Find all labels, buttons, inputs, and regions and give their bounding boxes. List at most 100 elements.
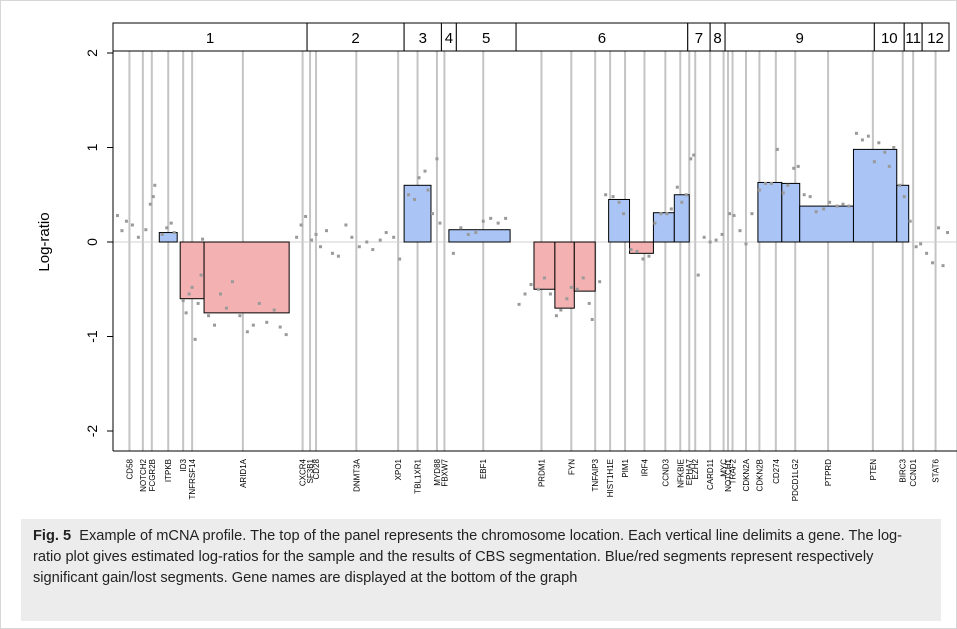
gene-label: IRF4 (640, 458, 649, 476)
data-point (728, 212, 732, 216)
data-point (696, 273, 700, 277)
data-point (489, 216, 493, 220)
gene-label: CCND1 (909, 458, 918, 486)
gene-label: TNFRSF14 (188, 458, 197, 499)
data-point (769, 181, 773, 185)
gene-label: ARID1A (239, 458, 248, 488)
segment-bar (179, 241, 205, 300)
gene-label: HIST1H1E (606, 459, 615, 497)
data-point (398, 257, 402, 261)
data-point (604, 193, 608, 197)
data-point (617, 200, 621, 204)
y-tick-label: 2 (84, 49, 100, 57)
data-point (165, 226, 169, 230)
data-point (814, 210, 818, 214)
data-point (392, 235, 396, 239)
data-point (937, 226, 941, 230)
data-point (841, 202, 845, 206)
data-point (284, 333, 288, 337)
data-point (877, 141, 881, 145)
data-point (344, 223, 348, 227)
segment-bar (573, 241, 596, 292)
data-point (598, 280, 602, 284)
data-point (193, 337, 197, 341)
data-point (781, 191, 785, 195)
data-point (481, 219, 485, 223)
gene-label: BIRC3 (899, 458, 908, 482)
data-point (559, 308, 563, 312)
segment-bar (629, 241, 654, 254)
data-point (474, 231, 478, 235)
data-point (548, 292, 552, 296)
gene-label: TRAF2 (729, 458, 738, 484)
data-point (883, 150, 887, 154)
data-point (902, 195, 906, 199)
segment-bar (448, 229, 511, 243)
data-point (786, 183, 790, 187)
segment-bar (799, 205, 854, 243)
chromosome-label: 4 (445, 30, 453, 47)
data-point (245, 330, 249, 334)
data-point (384, 231, 388, 235)
data-point (435, 157, 439, 161)
data-point (430, 212, 434, 216)
data-point (796, 164, 800, 168)
data-point (181, 299, 185, 303)
data-point (822, 207, 826, 211)
gene-label: TBL1XR1 (414, 458, 423, 493)
gene-label: ITPKB (164, 459, 173, 482)
data-point (224, 306, 228, 310)
gene-label: FCGR2B (148, 459, 157, 491)
gene-label: PRDM1 (537, 458, 546, 487)
data-point (659, 212, 663, 216)
data-point (365, 240, 369, 244)
segment-bar (852, 148, 898, 243)
gene-labels: CD58 NOTCH2 FCGR2B ITPKB ID3 TNFRSF14 ARID1A CX… (125, 458, 940, 501)
gene-label: STAT6 (932, 458, 941, 482)
data-point (144, 228, 148, 232)
data-point (775, 147, 779, 151)
gene-label: NOTCH1 (724, 458, 733, 491)
data-point (265, 320, 269, 324)
data-point (744, 242, 748, 246)
data-point (757, 188, 761, 192)
chromosome-label: 9 (796, 30, 804, 47)
data-point (898, 183, 902, 187)
data-point (350, 235, 354, 239)
data-point (120, 229, 124, 233)
data-point (238, 314, 242, 318)
data-point (866, 134, 870, 138)
data-point (925, 251, 929, 255)
data-point (808, 195, 812, 199)
log-ratio-points (115, 131, 950, 341)
chromosome-label: 10 (881, 30, 898, 47)
data-point (190, 285, 194, 289)
data-point (407, 193, 411, 197)
data-point (169, 221, 173, 225)
data-point (417, 176, 421, 180)
data-point (124, 219, 128, 223)
segment-bar (652, 212, 675, 243)
segment-bar (158, 232, 178, 243)
chromosome-strip: 1 2 3 4 5 6 7 8 9 10 11 12 (112, 22, 950, 52)
chromosome-label: 6 (598, 30, 606, 47)
data-point (130, 223, 134, 227)
gene-label: NOTCH2 (139, 458, 148, 491)
data-point (357, 245, 361, 249)
data-point (299, 223, 303, 227)
caption-label: Fig. 5 (33, 528, 72, 544)
segment-bar (533, 241, 556, 290)
data-point (708, 240, 712, 244)
gene-label: FBXW7 (440, 458, 449, 486)
data-point (451, 251, 455, 255)
gene-label: CXCR4 (299, 458, 308, 486)
data-point (213, 323, 217, 327)
data-point (720, 232, 724, 236)
gene-label: DNMT3A (352, 458, 361, 492)
data-point (523, 292, 527, 296)
data-point (278, 325, 282, 329)
data-point (536, 287, 540, 291)
data-point (257, 301, 261, 305)
segment-bar (896, 184, 910, 243)
data-point (887, 164, 891, 168)
